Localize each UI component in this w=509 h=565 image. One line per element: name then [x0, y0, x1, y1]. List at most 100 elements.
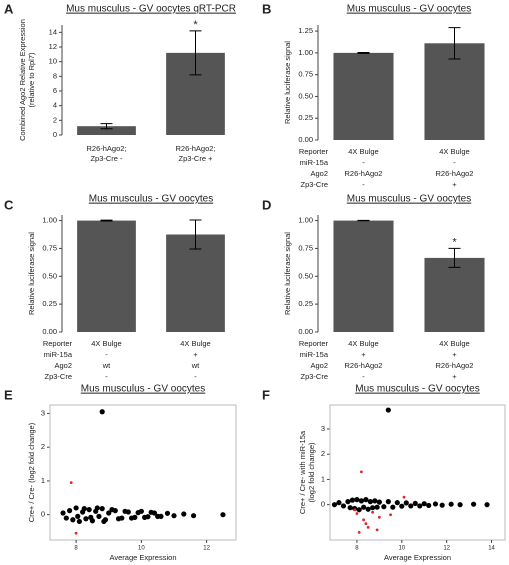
y-tick-label: 2: [321, 449, 325, 458]
condition-value: 4X Bulge: [180, 339, 210, 348]
x-tick-label: 12: [203, 546, 210, 552]
condition-value: -: [453, 158, 456, 167]
point: [145, 514, 151, 520]
y-tick-label: 1: [321, 474, 325, 483]
y-tick-label: 0.25: [298, 299, 313, 308]
y-axis-label: Relative luciferase signal: [283, 41, 292, 124]
error-bar: [189, 30, 202, 76]
point: [76, 518, 82, 525]
point: [73, 505, 79, 511]
significance: *: [193, 19, 198, 31]
condition-label: miR-15a: [44, 350, 73, 359]
condition-label: Ago2: [54, 361, 72, 370]
point: [374, 504, 380, 510]
chart-title: Mus musculus - GV oocytes: [81, 384, 205, 395]
error-bar: [100, 123, 113, 130]
condition-value: +: [452, 350, 457, 359]
y-tick-label: 1.25: [298, 26, 313, 35]
point: [408, 503, 414, 509]
y-tick-label: 1: [41, 476, 45, 485]
x-axis-label: Average Expression: [384, 553, 451, 562]
point: [345, 499, 351, 505]
y-tick-label: 0.00: [42, 327, 57, 336]
condition-value: wt: [102, 361, 111, 370]
significance: *: [452, 236, 457, 248]
point: [181, 511, 187, 517]
y-tick-label: 0.75: [298, 70, 313, 79]
point: [355, 512, 359, 515]
point: [69, 481, 73, 485]
point: [158, 513, 164, 519]
y-tick-label: 0.75: [298, 243, 313, 252]
point: [365, 506, 371, 512]
point: [389, 513, 392, 517]
y-tick-label: 3: [321, 424, 325, 433]
point: [89, 518, 96, 524]
point: [138, 508, 144, 514]
error-bar: [100, 219, 113, 222]
y-tick-label: 0: [53, 130, 57, 139]
error-bar: [448, 27, 461, 60]
point: [417, 503, 423, 509]
point: [364, 522, 368, 525]
y-tick-label: 1.00: [42, 216, 57, 225]
point: [390, 504, 396, 510]
condition-value: 4X Bulge: [348, 147, 378, 156]
point: [353, 508, 357, 512]
y-tick-label: 4: [53, 101, 57, 110]
point: [63, 515, 69, 521]
point: [358, 498, 365, 504]
point: [432, 501, 439, 507]
point: [340, 503, 347, 509]
point: [349, 497, 356, 503]
condition-label: Zp3-Cre: [300, 180, 328, 189]
x-tick-label: 10: [138, 546, 145, 552]
y-tick-label: 10: [49, 57, 57, 66]
point: [331, 502, 338, 508]
point: [372, 498, 378, 504]
error-bar: [448, 247, 461, 268]
chart-title: Mus musculus - GV oocytes: [347, 194, 471, 205]
point: [74, 531, 78, 535]
chart-title: Mus musculus - GV oocytes: [347, 4, 471, 15]
panel-label: F: [262, 387, 270, 402]
y-tick-label: 12: [49, 42, 57, 51]
condition-value: R26-hAgo2: [345, 361, 383, 370]
point: [448, 501, 454, 507]
x-tick-label: R26-hAgo2;: [86, 144, 126, 153]
point: [470, 501, 477, 507]
y-tick-label: 2: [41, 442, 45, 451]
condition-value: 4X Bulge: [439, 147, 469, 156]
condition-value: -: [194, 372, 197, 381]
condition-value: R26-hAgo2: [436, 361, 474, 370]
point: [421, 501, 427, 507]
x-tick-label: 8: [355, 546, 359, 552]
condition-value: -: [105, 372, 108, 381]
point: [70, 517, 76, 523]
point: [220, 512, 226, 518]
y-axis-label: Relative luciferase signal: [283, 232, 292, 315]
y-tick-label: 0: [321, 500, 325, 509]
y-tick-label: 0.00: [298, 135, 313, 144]
chart-title: Mus musculus - GV oocytes qRT-PCR: [66, 4, 236, 15]
x-tick-label: 14: [488, 546, 495, 552]
chart-title: Mus musculus - GV oocytes: [355, 384, 479, 395]
condition-label: Zp3-Cre: [44, 372, 72, 381]
point: [370, 505, 376, 511]
x-tick-label: 10: [398, 546, 405, 552]
point: [362, 518, 366, 522]
point: [371, 510, 375, 514]
point: [75, 513, 81, 519]
y-tick-label: 1.00: [298, 48, 313, 57]
condition-label: Ago2: [310, 361, 328, 370]
condition-label: miR-15a: [300, 158, 329, 167]
point: [363, 497, 369, 503]
error-bar: [357, 51, 370, 54]
y-tick-label: 8: [53, 71, 57, 80]
y-tick-label: 0.25: [298, 113, 313, 122]
point: [357, 531, 361, 534]
point: [347, 505, 353, 511]
bar: [77, 220, 136, 332]
y-tick-label: 0.25: [42, 299, 57, 308]
y-axis-label: Combined Ago2 Relative Expression: [18, 19, 27, 141]
